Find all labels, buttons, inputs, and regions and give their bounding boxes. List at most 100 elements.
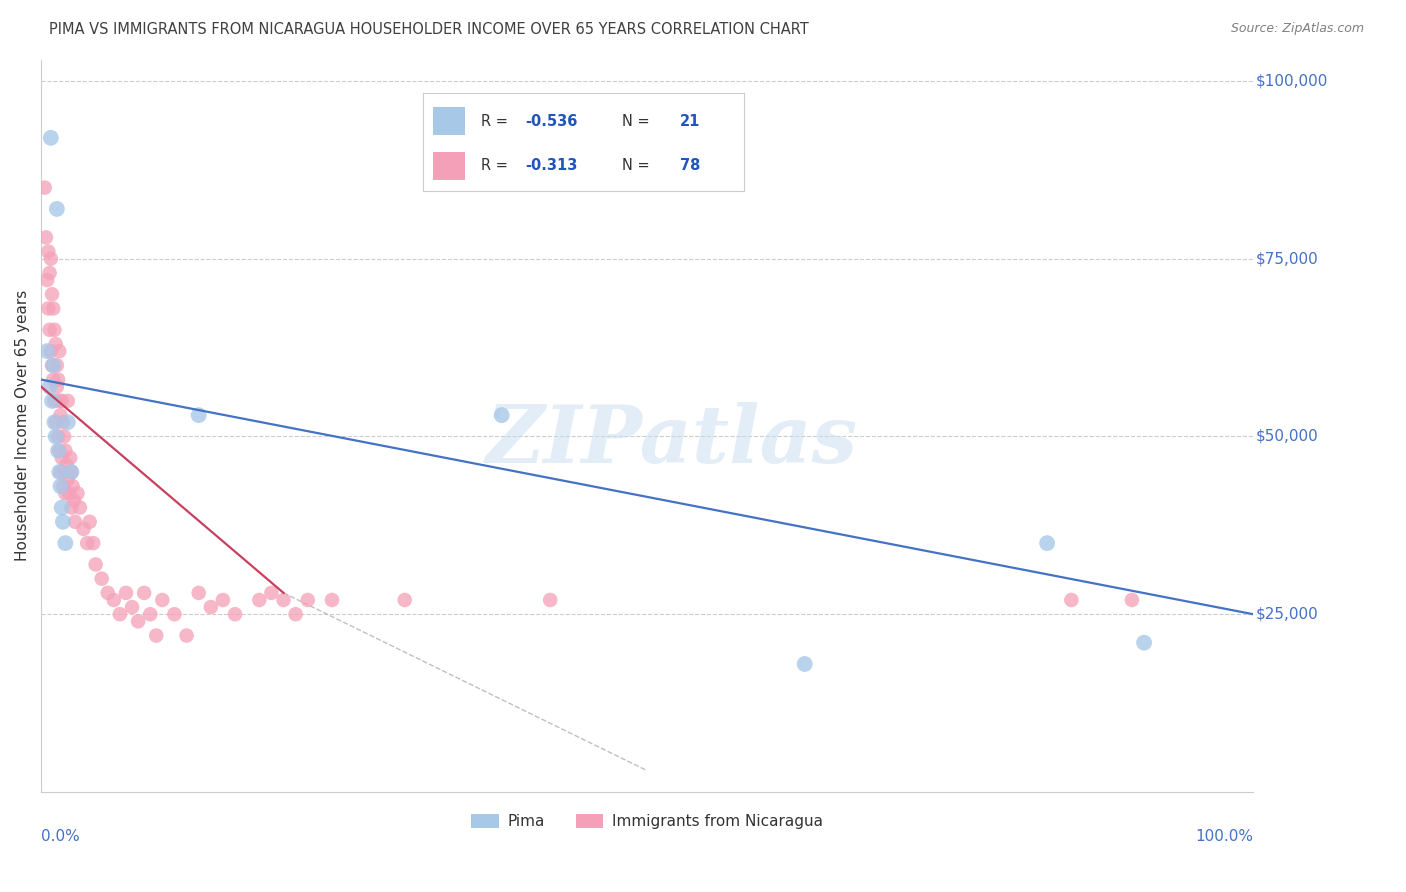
Point <box>42 373 65 387</box>
Text: Source: ZipAtlas.com: Source: ZipAtlas.com <box>1230 22 1364 36</box>
Point <box>60 465 83 479</box>
Point <box>56 393 79 408</box>
Point <box>69 500 91 515</box>
Point <box>51 393 73 408</box>
Point <box>538 593 561 607</box>
Point <box>297 593 319 607</box>
Point <box>37 301 59 316</box>
Point <box>53 429 76 443</box>
Point <box>134 586 156 600</box>
Point <box>115 586 138 600</box>
Point <box>58 486 80 500</box>
Text: ZIPatlas: ZIPatlas <box>485 401 858 479</box>
Point <box>163 607 186 622</box>
Point <box>41 359 63 373</box>
Point <box>321 593 343 607</box>
Point <box>103 593 125 607</box>
Point <box>35 230 58 244</box>
Point <box>60 500 83 515</box>
Point <box>62 479 84 493</box>
Point <box>39 344 62 359</box>
Point <box>76 536 98 550</box>
Text: PIMA VS IMMIGRANTS FROM NICARAGUA HOUSEHOLDER INCOME OVER 65 YEARS CORRELATION C: PIMA VS IMMIGRANTS FROM NICARAGUA HOUSEH… <box>49 22 808 37</box>
Point <box>56 472 79 486</box>
Point <box>42 359 65 373</box>
Point <box>51 450 73 465</box>
Point <box>53 465 76 479</box>
Point <box>39 131 62 145</box>
Y-axis label: Householder Income Over 65 years: Householder Income Over 65 years <box>15 290 30 561</box>
Point <box>56 415 79 429</box>
Point <box>66 486 89 500</box>
Point <box>52 479 75 493</box>
Point <box>53 536 76 550</box>
Point <box>46 373 69 387</box>
Point <box>52 415 75 429</box>
Point <box>187 408 209 422</box>
Point <box>108 607 131 622</box>
Point <box>45 379 67 393</box>
Point <box>247 593 270 607</box>
Point <box>72 522 94 536</box>
Point <box>46 429 69 443</box>
Point <box>63 515 86 529</box>
Legend: Pima, Immigrants from Nicaragua: Pima, Immigrants from Nicaragua <box>465 808 830 836</box>
Point <box>45 202 67 216</box>
Point <box>200 600 222 615</box>
Point <box>46 443 69 458</box>
Point <box>42 301 65 316</box>
Point <box>38 266 60 280</box>
Point <box>145 628 167 642</box>
Point <box>97 586 120 600</box>
Point <box>38 379 60 393</box>
Point <box>90 572 112 586</box>
Text: $75,000: $75,000 <box>1256 252 1319 266</box>
Point <box>273 593 295 607</box>
Point <box>37 273 59 287</box>
Point <box>121 600 143 615</box>
Point <box>59 450 82 465</box>
Point <box>1133 635 1156 649</box>
Point <box>82 536 104 550</box>
Point <box>224 607 246 622</box>
Point <box>49 465 72 479</box>
Point <box>49 479 72 493</box>
Point <box>41 393 63 408</box>
Point <box>48 393 70 408</box>
Text: $100,000: $100,000 <box>1256 73 1329 88</box>
Point <box>37 244 59 259</box>
Point <box>45 429 67 443</box>
Point <box>37 344 59 359</box>
Point <box>41 287 63 301</box>
Point <box>84 558 107 572</box>
Point <box>44 415 66 429</box>
Point <box>44 323 66 337</box>
Point <box>48 465 70 479</box>
Point <box>45 359 67 373</box>
Point <box>187 586 209 600</box>
Point <box>53 486 76 500</box>
Point <box>39 252 62 266</box>
Point <box>1121 593 1143 607</box>
Point <box>284 607 307 622</box>
Point <box>60 465 83 479</box>
Point <box>212 593 235 607</box>
Text: $25,000: $25,000 <box>1256 607 1319 622</box>
Text: 0.0%: 0.0% <box>41 829 80 844</box>
Point <box>1060 593 1083 607</box>
Point <box>55 458 77 472</box>
Point <box>1036 536 1059 550</box>
Point <box>48 344 70 359</box>
Point <box>127 615 149 629</box>
Point <box>38 323 60 337</box>
Point <box>44 393 66 408</box>
Point <box>53 443 76 458</box>
Point <box>48 443 70 458</box>
Text: 100.0%: 100.0% <box>1195 829 1253 844</box>
Point <box>176 628 198 642</box>
Point <box>394 593 416 607</box>
Point <box>45 415 67 429</box>
Point <box>34 180 56 194</box>
Point <box>491 408 513 422</box>
Point <box>139 607 162 622</box>
